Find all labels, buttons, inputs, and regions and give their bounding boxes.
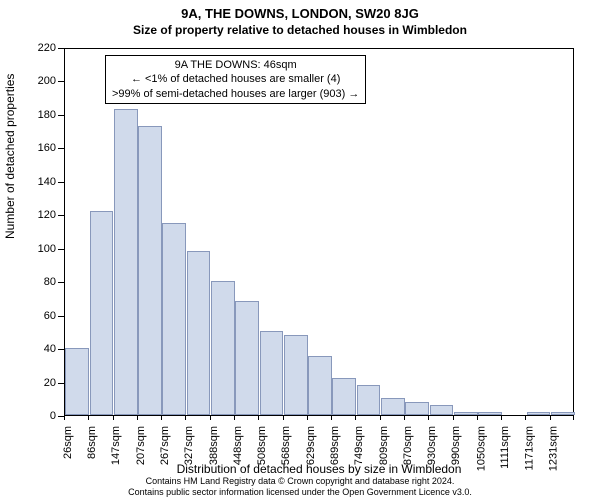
histogram-bar bbox=[260, 331, 284, 415]
histogram-bar bbox=[211, 281, 235, 415]
x-tick-label: 568sqm bbox=[281, 426, 293, 465]
histogram-bar bbox=[162, 223, 186, 415]
y-tick-label: 40 bbox=[44, 343, 56, 355]
histogram-bar bbox=[90, 211, 114, 415]
x-tick-label: 147sqm bbox=[111, 426, 123, 465]
histogram-bar bbox=[332, 378, 356, 415]
annotation-line3: >99% of semi-detached houses are larger … bbox=[112, 87, 359, 101]
histogram-bar bbox=[357, 385, 381, 415]
histogram-bar bbox=[551, 412, 575, 415]
x-axis-label: Distribution of detached houses by size … bbox=[64, 462, 574, 476]
x-tick-label: 870sqm bbox=[402, 426, 414, 465]
y-tick-label: 200 bbox=[38, 75, 56, 87]
annotation-line1: 9A THE DOWNS: 46sqm bbox=[112, 58, 359, 72]
histogram-bar bbox=[187, 251, 211, 415]
x-tick-label: 629sqm bbox=[305, 426, 317, 465]
x-tick-label: 86sqm bbox=[86, 426, 98, 459]
chart-container: 9A, THE DOWNS, LONDON, SW20 8JG Size of … bbox=[0, 0, 600, 500]
plot-area: 9A THE DOWNS: 46sqm ← <1% of detached ho… bbox=[64, 48, 574, 416]
y-tick-label: 0 bbox=[50, 410, 56, 422]
histogram-bar bbox=[430, 405, 454, 415]
annotation-box: 9A THE DOWNS: 46sqm ← <1% of detached ho… bbox=[105, 55, 366, 104]
histogram-bar bbox=[138, 126, 162, 415]
x-tick-label: 207sqm bbox=[135, 426, 147, 465]
histogram-bar bbox=[235, 301, 259, 415]
x-tick-label: 689sqm bbox=[329, 426, 341, 465]
histogram-bar bbox=[284, 335, 308, 415]
x-tick-label: 930sqm bbox=[426, 426, 438, 465]
x-tick-label: 327sqm bbox=[183, 426, 195, 465]
histogram-bar bbox=[308, 356, 332, 415]
y-tick-label: 80 bbox=[44, 276, 56, 288]
y-tick-label: 180 bbox=[38, 109, 56, 121]
y-tick-label: 140 bbox=[38, 176, 56, 188]
chart-title-sub: Size of property relative to detached ho… bbox=[0, 21, 600, 37]
footer: Contains HM Land Registry data © Crown c… bbox=[0, 476, 600, 498]
x-tick-label: 388sqm bbox=[208, 426, 220, 465]
x-tick-label: 26sqm bbox=[62, 426, 74, 459]
footer-line1: Contains HM Land Registry data © Crown c… bbox=[0, 476, 600, 487]
x-tick-label: 508sqm bbox=[256, 426, 268, 465]
footer-line2: Contains public sector information licen… bbox=[0, 487, 600, 498]
chart-title-main: 9A, THE DOWNS, LONDON, SW20 8JG bbox=[0, 0, 600, 21]
x-tick-label: 749sqm bbox=[353, 426, 365, 465]
x-tick-label: 267sqm bbox=[159, 426, 171, 465]
histogram-bar bbox=[478, 412, 502, 415]
histogram-bar bbox=[454, 412, 478, 415]
x-tick-label: 448sqm bbox=[232, 426, 244, 465]
histogram-bar bbox=[405, 402, 429, 415]
histogram-bar bbox=[114, 109, 138, 415]
y-tick-label: 100 bbox=[38, 243, 56, 255]
histogram-bar bbox=[65, 348, 89, 415]
x-tick-label: 990sqm bbox=[451, 426, 463, 465]
annotation-line2: ← <1% of detached houses are smaller (4) bbox=[112, 72, 359, 86]
x-tick-label: 809sqm bbox=[378, 426, 390, 465]
y-tick-label: 160 bbox=[38, 142, 56, 154]
y-axis: 020406080100120140160180200220 bbox=[0, 48, 64, 416]
y-tick-label: 220 bbox=[38, 42, 56, 54]
histogram-bar bbox=[381, 398, 405, 415]
y-tick-label: 60 bbox=[44, 310, 56, 322]
y-tick-label: 120 bbox=[38, 209, 56, 221]
y-tick-label: 20 bbox=[44, 377, 56, 389]
histogram-bar bbox=[527, 412, 551, 415]
